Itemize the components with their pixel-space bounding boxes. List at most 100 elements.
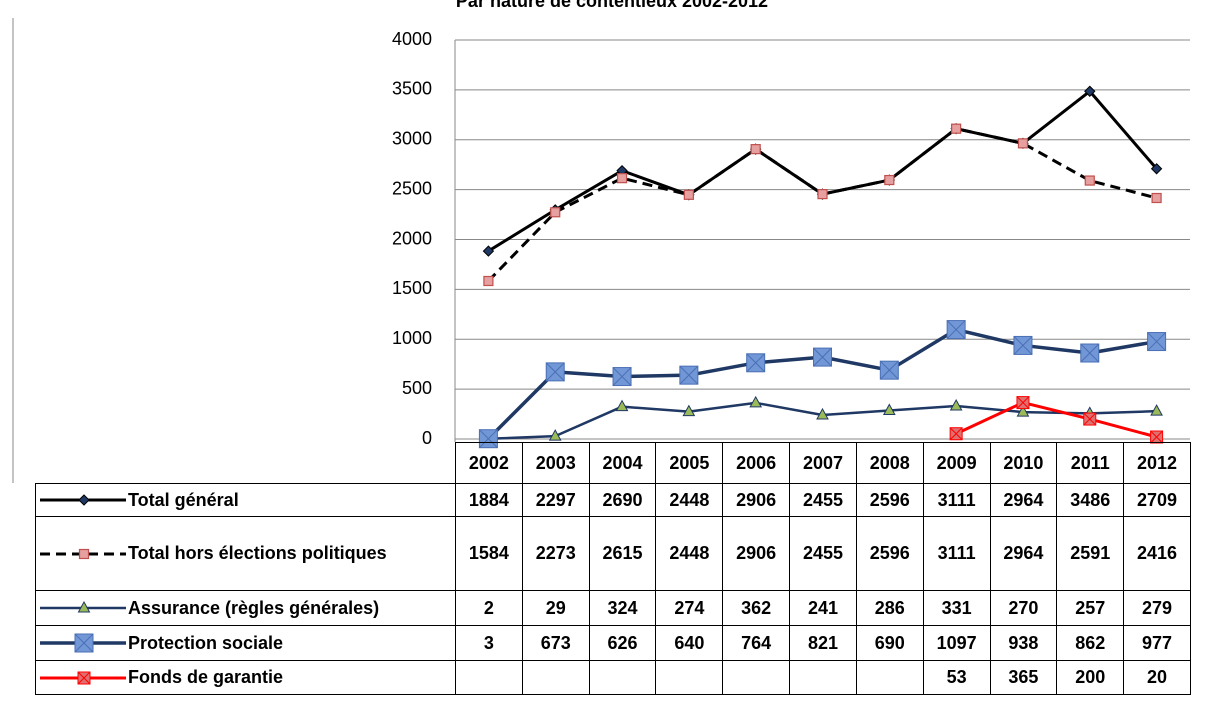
marker-shape: [682, 404, 696, 417]
series-row: Protection sociale 3 673 626 640 764 821 690 109…: [35, 625, 1191, 661]
marker: [946, 320, 966, 340]
value-cell: 286: [855, 590, 924, 626]
category-label: 2008: [855, 442, 924, 484]
marker-shape: [749, 395, 763, 408]
legend-swatch: [40, 494, 126, 506]
marker-cross: [1150, 430, 1163, 444]
marker: [682, 404, 696, 417]
value-cell: 2448: [655, 516, 724, 591]
y-tick-label: 0: [422, 428, 432, 448]
marker-cross: [1080, 343, 1100, 363]
marker: [1084, 85, 1096, 97]
value-cell: [588, 660, 657, 695]
value-cell: 2690: [588, 483, 657, 517]
marker: [949, 398, 963, 411]
chart-title: Par nature de contentieux 2002-2012: [456, 0, 768, 11]
category-label: 2011: [1056, 442, 1125, 484]
marker: [1013, 335, 1033, 355]
value-cell: 690: [855, 625, 924, 661]
value-cell: 2591: [1056, 516, 1125, 591]
value-cell: [455, 660, 523, 695]
marker-shape: [750, 144, 761, 155]
value-cell: 2273: [521, 516, 590, 591]
marker-shape: [548, 429, 562, 441]
y-tick-label: 500: [402, 378, 432, 398]
value-cell: 241: [789, 590, 857, 626]
category-label: 2010: [989, 442, 1058, 484]
marker-cross: [1016, 396, 1030, 409]
marker: [616, 173, 628, 184]
category-label: 2012: [1123, 442, 1191, 484]
value-cell: 3111: [922, 483, 991, 517]
marker: [683, 189, 694, 200]
value-cell: 1884: [455, 483, 523, 517]
data-table: 2002 2003 2004 2005 2006 2007 2008 2009 2010 2011…: [35, 442, 1191, 695]
marker-cross: [679, 365, 699, 385]
marker-shape: [1084, 175, 1095, 186]
legend-cell: Total général: [35, 483, 456, 517]
category-label: 2009: [922, 442, 991, 484]
value-cell: 626: [588, 625, 657, 661]
legend-cell: Assurance (règles générales): [35, 590, 456, 626]
marker: [78, 494, 90, 506]
marker: [1151, 192, 1162, 204]
value-cell: 2596: [855, 483, 924, 517]
marker-shape: [1084, 85, 1096, 97]
value-cell: 3111: [922, 516, 991, 591]
legend-label: Protection sociale: [128, 632, 284, 653]
value-cell: 2596: [855, 516, 924, 591]
marker: [1150, 163, 1163, 175]
legend-swatch: [40, 548, 126, 559]
marker: [612, 367, 632, 387]
value-cell: 2709: [1123, 483, 1191, 517]
value-cell: 53: [922, 660, 991, 695]
marker: [949, 427, 963, 441]
legend-label: Fonds de garantie: [128, 667, 284, 687]
value-cell: 274: [655, 590, 724, 626]
marker-shape: [1150, 404, 1163, 416]
marker: [1080, 343, 1100, 363]
series-row: Total général 1884 2297 2690 2448 2906 2455 259…: [35, 483, 1191, 517]
value-cell: 1097: [922, 625, 991, 661]
header-row: 2002 2003 2004 2005 2006 2007 2008 2009 2010 2011…: [36, 442, 1191, 484]
value-cell: 270: [989, 590, 1058, 626]
marker: [817, 189, 828, 200]
marker: [951, 123, 962, 134]
category-label: 2002: [455, 442, 523, 484]
marker: [750, 144, 761, 155]
value-cell: 2906: [722, 483, 791, 517]
value-cell: 1584: [455, 516, 523, 591]
value-cell: 200: [1056, 660, 1125, 695]
y-tick-label: 1000: [392, 328, 432, 348]
value-cell: 764: [722, 625, 791, 661]
marker: [816, 407, 829, 420]
category-label: 2003: [521, 442, 590, 484]
legend-swatch: [40, 633, 126, 653]
marker-shape: [482, 245, 495, 257]
value-cell: 977: [1123, 625, 1191, 661]
marker-shape: [816, 407, 829, 420]
marker: [78, 548, 90, 559]
marker-shape: [949, 398, 963, 411]
marker: [74, 633, 94, 653]
value-cell: 821: [789, 625, 857, 661]
value-cell: 362: [722, 590, 791, 626]
marker: [615, 399, 629, 412]
marker-cross: [1013, 336, 1033, 355]
marker-shape: [550, 207, 561, 218]
value-cell: 365: [989, 660, 1058, 695]
marker: [1084, 175, 1095, 186]
marker-cross: [74, 633, 94, 653]
blank-cell: [36, 443, 456, 484]
marker: [545, 362, 565, 382]
marker-cross: [946, 320, 966, 339]
marker-shape: [817, 189, 828, 200]
value-cell: 2455: [789, 516, 857, 591]
y-tick-label: 2000: [392, 228, 432, 248]
marker-shape: [1016, 405, 1030, 417]
legend-swatch: [40, 671, 126, 684]
marker: [813, 347, 832, 367]
series-row: Assurance (règles générales) 2 29 324 274 362…: [35, 590, 1191, 626]
value-cell: 2: [455, 590, 523, 626]
